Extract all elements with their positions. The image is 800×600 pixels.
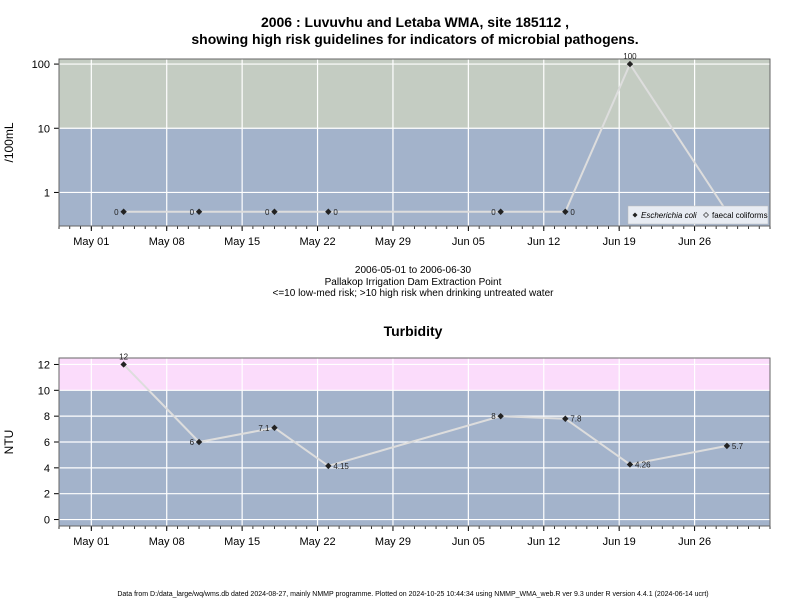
data-label: 0 xyxy=(265,208,270,217)
footer-note: Data from D:/data_large/wq/wms.db dated … xyxy=(117,591,708,598)
panel-frame xyxy=(58,357,771,527)
x-tick-label: May 22 xyxy=(300,236,336,248)
data-point xyxy=(497,208,504,215)
data-label: 4.15 xyxy=(333,462,349,471)
x-tick-label: Jun 12 xyxy=(527,536,560,548)
y-tick-label: 1 xyxy=(44,187,50,199)
chart-legend: Escherichia coli faecal coliforms xyxy=(627,205,769,225)
legend-label-faecal: faecal coliforms xyxy=(712,211,768,220)
data-label: 7.1 xyxy=(258,424,270,433)
data-point xyxy=(497,412,504,420)
y-axis-label: /100mL xyxy=(2,122,16,162)
risk-guideline-caption: <=10 low-med risk; >10 high risk when dr… xyxy=(273,288,555,299)
y-axis-label: NTU xyxy=(2,430,16,455)
high-risk-band xyxy=(59,358,770,391)
x-tick-label: Jun 26 xyxy=(678,536,711,548)
x-tick-label: Jun 05 xyxy=(452,236,485,248)
data-label: 12 xyxy=(119,352,128,361)
x-tick-label: May 08 xyxy=(149,236,185,248)
data-point xyxy=(120,208,127,215)
y-tick-label: 8 xyxy=(44,411,50,423)
data-label: 100 xyxy=(623,52,637,61)
y-tick-label: 10 xyxy=(38,123,50,135)
data-point xyxy=(271,208,278,215)
data-label: 5.7 xyxy=(732,442,744,451)
data-label: 0 xyxy=(491,208,496,217)
data-point xyxy=(626,60,634,68)
panel-frame xyxy=(58,58,771,227)
data-point xyxy=(195,438,203,446)
legend-label-ecoli: Escherichia coli xyxy=(641,211,697,220)
x-tick-label: Jun 05 xyxy=(452,536,485,548)
x-tick-label: May 15 xyxy=(224,536,260,548)
data-label: 0 xyxy=(190,208,195,217)
data-label: 0 xyxy=(333,208,338,217)
data-point xyxy=(271,424,278,431)
date-range-caption: 2006-05-01 to 2006-06-30 xyxy=(355,265,472,276)
data-point xyxy=(562,208,569,215)
x-tick-label: May 15 xyxy=(224,236,260,248)
data-point xyxy=(120,361,127,368)
data-label: 8 xyxy=(491,412,496,421)
x-tick-label: Jun 12 xyxy=(527,236,560,248)
x-tick-label: Jun 26 xyxy=(678,236,711,248)
data-point xyxy=(723,442,731,450)
y-tick-label: 0 xyxy=(44,515,50,527)
series-line xyxy=(122,363,728,468)
y-tick-label: 10 xyxy=(38,385,50,397)
x-tick-label: Jun 19 xyxy=(603,536,636,548)
legend-marker-faecal xyxy=(703,212,709,218)
data-point xyxy=(195,208,203,215)
data-label: 0 xyxy=(114,208,119,217)
data-label: 0 xyxy=(570,208,575,217)
legend-marker-ecoli xyxy=(632,212,638,218)
x-tick-label: Jun 19 xyxy=(603,236,636,248)
y-tick-label: 2 xyxy=(44,489,50,501)
data-label: 7.8 xyxy=(570,415,582,424)
x-tick-label: May 01 xyxy=(73,236,109,248)
chart-title-line1: 2006 : Luvuvhu and Letaba WMA, site 1851… xyxy=(261,14,569,30)
ecoli-chart-panel: 1 10 100 May 01 May 08 May 15 May 22 May 29 Jun … xyxy=(2,52,771,248)
turbidity-chart-title: Turbidity xyxy=(384,323,443,339)
y-tick-label: 6 xyxy=(44,437,50,449)
x-tick-label: May 01 xyxy=(73,536,109,548)
data-point xyxy=(562,415,569,422)
chart-title-line2: showing high risk guidelines for indicat… xyxy=(191,31,638,47)
high-risk-band xyxy=(59,59,770,129)
x-tick-label: May 22 xyxy=(300,536,336,548)
data-point xyxy=(626,461,634,468)
x-tick-label: May 08 xyxy=(149,536,185,548)
y-tick-label: 4 xyxy=(44,463,50,475)
x-tick-label: May 29 xyxy=(375,536,411,548)
data-label: 6 xyxy=(190,438,195,447)
y-tick-label: 12 xyxy=(38,359,50,371)
data-label: 4.26 xyxy=(635,460,651,469)
y-tick-label: 100 xyxy=(32,59,50,71)
x-tick-label: May 29 xyxy=(375,236,411,248)
data-point xyxy=(325,208,332,215)
low-risk-band xyxy=(59,390,770,526)
data-point xyxy=(325,462,332,470)
site-name-caption: Pallakop Irrigation Dam Extraction Point xyxy=(325,277,502,288)
turbidity-chart-panel: 0 2 4 6 8 10 12 May 01 May 08 May 15 May 22 May 29 J… xyxy=(2,352,771,548)
legend-box xyxy=(627,205,769,225)
series-line xyxy=(123,61,728,213)
